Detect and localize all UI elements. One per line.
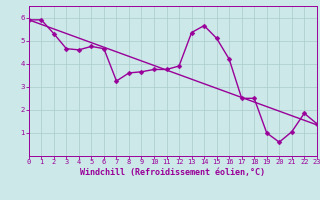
X-axis label: Windchill (Refroidissement éolien,°C): Windchill (Refroidissement éolien,°C) <box>80 168 265 177</box>
